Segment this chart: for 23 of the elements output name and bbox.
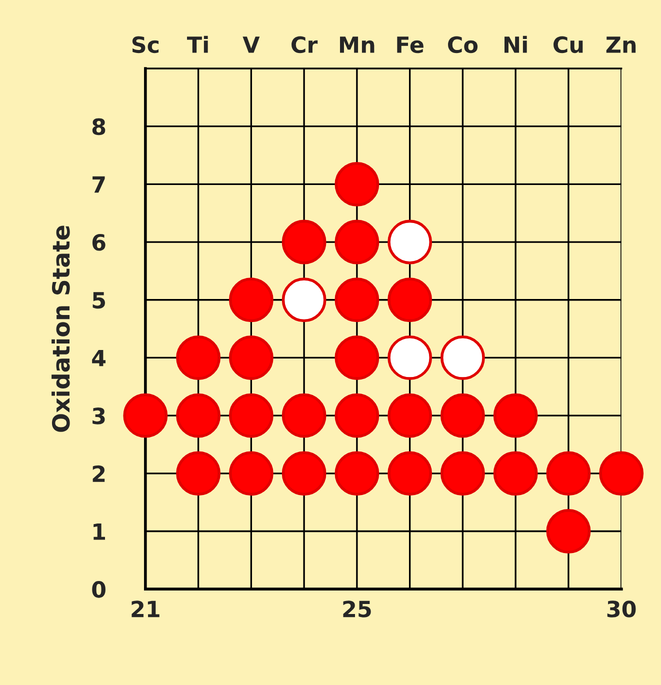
- x-tick-label: Zn: [606, 36, 636, 53]
- y-axis-title: Oxidation State: [52, 226, 70, 432]
- y-tick-label: 6: [92, 234, 106, 251]
- x-tick-label: V: [242, 36, 260, 53]
- x-tick-label: Cu: [554, 36, 583, 54]
- x-tick-label: Co: [448, 36, 478, 54]
- x-tick-label: Cr: [292, 36, 318, 54]
- x-tick-label: Fe: [397, 36, 424, 54]
- x-tick-label: Mn: [340, 36, 374, 53]
- x-tick-label: Ni: [504, 36, 527, 53]
- x-tick-label: Sc: [132, 36, 159, 54]
- x2-tick-label: 25: [343, 600, 371, 618]
- y-tick-label: 5: [92, 292, 105, 309]
- x-tick-label: Ti: [187, 36, 208, 53]
- x2-tick-label: 21: [132, 600, 160, 618]
- y-tick-label: 3: [92, 408, 105, 424]
- x2-tick-label: 30: [607, 600, 636, 618]
- y-tick-label: 7: [92, 176, 105, 193]
- y-tick-label: 8: [92, 118, 106, 136]
- y-tick-label: 2: [92, 465, 105, 482]
- y-tick-label: 0: [92, 581, 106, 598]
- y-tick-label: 4: [92, 350, 106, 366]
- y-tick-label: 1: [94, 523, 106, 540]
